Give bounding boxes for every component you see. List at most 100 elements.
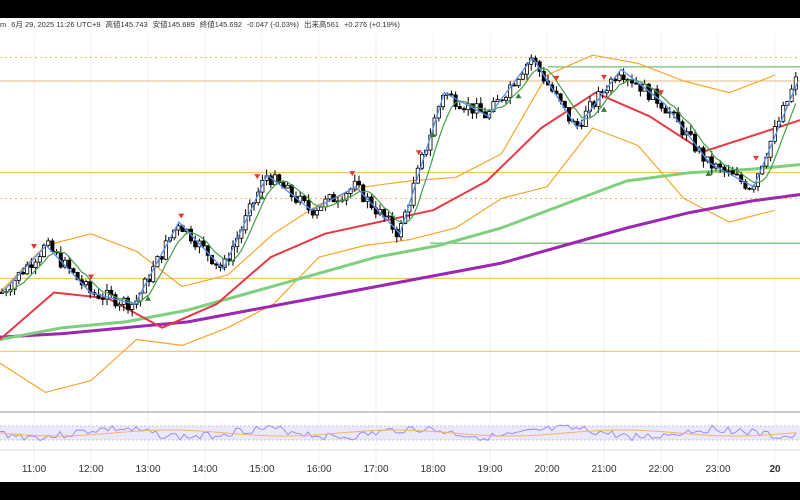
ma-long-line [0,193,800,339]
candle-body-31 [130,304,135,310]
candle-body-109 [457,106,462,110]
bollinger-lower [0,127,776,393]
candle-body-28 [117,303,122,307]
candle-body-151 [634,82,639,85]
x-tick-label-0: 11:00 [22,464,47,475]
signal-down-8 [658,90,664,96]
candle-body-178 [747,187,752,190]
x-tick-label-8: 19:00 [477,464,502,475]
signal-up-5 [705,170,712,176]
candle-body-147 [617,74,622,82]
x-tick-label-13: 20 [769,464,781,475]
candle-body-27 [113,294,118,307]
candle-body-122 [512,84,517,87]
legend-symbol: m [0,20,7,29]
candle-body-24 [100,298,105,300]
signal-up-0 [145,295,151,301]
legend-vol-change: +0.276 (+0.19%) [344,20,400,29]
candle-body-124 [520,73,525,80]
candle-body-175 [735,173,740,176]
x-tick-label-12: 23:00 [705,464,730,475]
candle-body-137 [575,121,580,126]
signal-down-5 [415,150,422,156]
candle-body-169 [709,156,714,169]
x-tick-label-10: 21:00 [591,464,616,475]
candle-body-174 [730,170,735,175]
candle-body-94 [394,228,399,238]
x-tick-label-9: 20:00 [534,464,559,475]
ohlc-legend: m 6月 29, 2025 11:26 UTC+9 高値145.743 安値145.6… [0,18,800,32]
candle-body-138 [579,124,584,127]
candle-body-84 [352,180,357,190]
signal-down-0 [31,244,37,250]
candle-body-176 [739,174,744,182]
candle-body-75 [314,210,319,216]
candle-body-20 [84,281,89,286]
x-tick-label-2: 13:00 [135,464,160,475]
signal-down-3 [254,174,261,180]
candle-body-171 [718,163,723,168]
signal-up-2 [430,131,436,137]
candle-body-25 [105,289,110,300]
candle-body-46 [193,240,198,248]
legend-last: 終値145.692 [199,20,242,29]
zigzag-line [1,56,799,305]
candle-body-72 [302,195,307,201]
bollinger-upper [0,54,776,293]
candle-body-123 [516,78,521,87]
candle-body-108 [453,94,458,107]
candle-body-158 [663,107,668,114]
candle-body-58 [243,215,248,231]
candle-body-76 [319,206,324,211]
candle-body-100 [419,154,424,169]
legend-change: -0.047 (-0.03%) [246,20,300,29]
candle-body-64 [268,175,273,186]
candle-body-48 [201,240,206,247]
candle-body-9 [37,256,42,263]
signal-down-9 [753,155,759,161]
candle-body-177 [743,181,748,189]
candle-body-10 [42,244,47,257]
bottom-bar [0,482,800,500]
candle-body-5 [20,271,25,275]
legend-volume: 出来高561 [304,20,340,29]
candle-body-16 [67,259,72,270]
candle-body-73 [306,200,311,211]
x-tick-label-7: 18:00 [420,464,445,475]
oscillator-fast-line [0,424,797,442]
candle-body-7 [29,264,34,268]
candle-body-104 [436,106,441,119]
signal-down-7 [601,74,607,80]
signal-down-4 [349,171,356,177]
x-tick-label-11: 22:00 [648,464,673,475]
candle-body-51 [214,263,219,266]
candle-body-12 [50,240,55,252]
x-tick-label-3: 14:00 [192,464,217,475]
candle-body-110 [461,108,466,111]
ma-slow-line [0,163,800,341]
x-tick-label-4: 15:00 [249,464,274,475]
ma-fast-line [1,67,797,305]
signal-down-6 [553,75,560,81]
legend-date: 6月 29, 2025 11:26 UTC+9 [11,20,101,29]
candle-body-30 [126,297,131,310]
candle-body-121 [508,84,513,98]
signal-down-1 [88,274,94,280]
candle-body-164 [688,131,693,135]
signal-up-3 [515,93,522,99]
candle-body-118 [495,99,500,102]
candle-body-66 [277,174,282,183]
candle-body-78 [327,194,332,200]
legend-close: 安値145.689 [152,20,195,29]
oscillator-slow-line [0,429,797,437]
legend-high: 高値145.743 [105,20,148,29]
candle-body-68 [285,184,290,189]
candle-body-144 [604,90,609,94]
x-tick-label-5: 16:00 [306,464,331,475]
signal-up-4 [601,106,607,112]
candle-body-8 [33,261,38,268]
candle-body-3 [12,279,17,290]
candle-body-92 [386,215,391,218]
